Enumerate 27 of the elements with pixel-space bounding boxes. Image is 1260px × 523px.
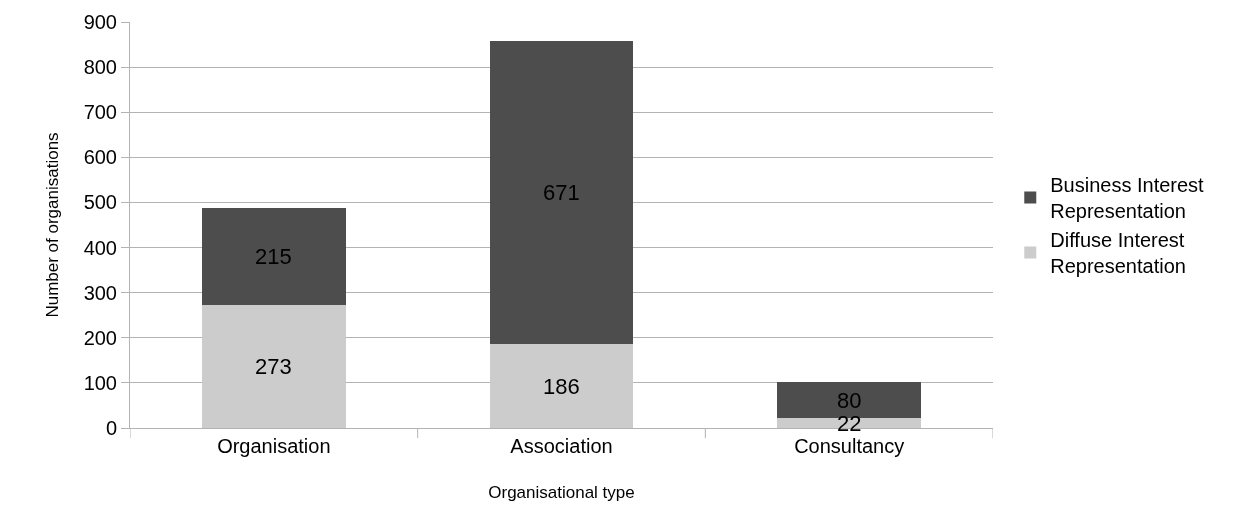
bar (489, 344, 634, 428)
y-tick-label: 400 (83, 236, 117, 259)
bar (489, 41, 634, 345)
y-tick-label: 800 (83, 56, 117, 79)
y-tick-label: 500 (83, 191, 117, 214)
y-tick-label: 200 (83, 326, 117, 349)
y-tick-label: 100 (83, 371, 117, 394)
data-label: 273 (255, 354, 292, 379)
y-tick-label: 600 (83, 146, 117, 169)
legend-label: Business Interest Representation (1050, 174, 1205, 223)
data-label: 80 (837, 388, 862, 413)
data-label: 22 (837, 411, 862, 436)
data-label: 186 (543, 374, 580, 399)
bar (201, 207, 346, 305)
y-tick-label: 700 (83, 101, 117, 124)
y-tick-label: 0 (105, 417, 117, 439)
bar (201, 304, 346, 428)
y-axis-title: Number of organisations (43, 132, 63, 318)
x-tick-label: Organisation (217, 435, 331, 457)
y-tick-label: 900 (83, 11, 117, 33)
legend-label: Diffuse Interest Representation (1050, 229, 1186, 278)
data-label: 215 (255, 244, 292, 269)
x-tick-label: Association (510, 435, 613, 457)
x-axis-title: Organisational type (488, 483, 635, 503)
data-label: 671 (543, 180, 580, 205)
x-tick-label: Consultancy (794, 435, 905, 457)
y-tick-label: 300 (83, 281, 117, 304)
